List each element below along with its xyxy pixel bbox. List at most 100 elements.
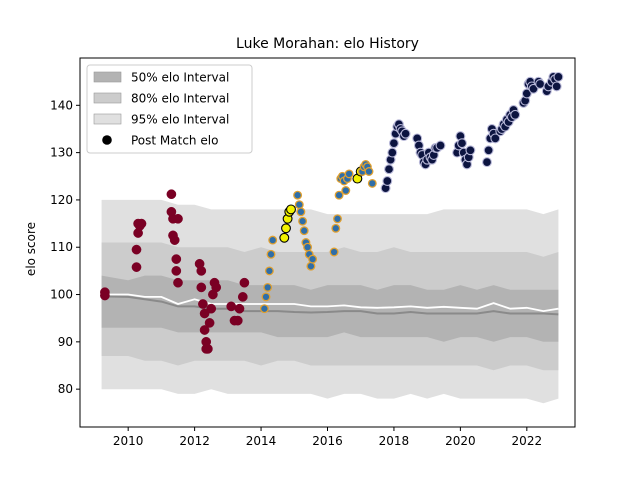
chart-title: Luke Morahan: elo History [236, 36, 419, 52]
data-point [306, 261, 316, 271]
data-point [199, 308, 210, 319]
data-point [211, 282, 222, 293]
data-point [171, 266, 182, 276]
data-point [264, 266, 274, 276]
data-point [261, 292, 271, 302]
data-point [364, 167, 374, 176]
data-point [263, 282, 273, 292]
x-tick-label: 2020 [445, 434, 476, 448]
legend-swatch [93, 71, 122, 83]
y-tick-label: 80 [58, 382, 73, 396]
y-axis: 80 90 100 110 120 130 140 [50, 98, 80, 396]
data-point [226, 301, 237, 312]
data-point [166, 189, 177, 200]
data-point [388, 138, 399, 149]
x-axis: 2010 2012 2014 2016 2018 2020 2022 [113, 427, 542, 448]
series-1 [100, 189, 250, 354]
data-point [169, 235, 180, 245]
data-point [299, 226, 309, 236]
data-point [334, 190, 344, 200]
legend-swatch [93, 92, 122, 104]
data-point [553, 71, 564, 82]
data-point [384, 164, 394, 175]
data-point [173, 277, 183, 288]
x-tick-label: 2016 [312, 434, 343, 448]
data-point [203, 344, 213, 354]
data-point [303, 242, 313, 252]
data-point [239, 277, 250, 288]
interval-lines [101, 293, 559, 316]
series-5 [380, 71, 564, 194]
data-point [490, 133, 501, 144]
data-point [196, 266, 207, 276]
data-point [344, 169, 354, 179]
legend-label: 50% elo Interval [131, 71, 229, 85]
data-point [286, 204, 296, 215]
data-point [100, 290, 110, 301]
data-point [435, 140, 446, 151]
data-point [521, 88, 532, 99]
y-tick-label: 100 [50, 288, 73, 302]
x-tick-label: 2018 [379, 434, 410, 448]
data-point [510, 109, 521, 120]
data-points [100, 71, 564, 354]
data-point [528, 83, 539, 94]
data-point [387, 147, 398, 158]
data-point [131, 262, 142, 272]
y-tick-label: 140 [50, 98, 73, 112]
legend-label: 95% elo Interval [131, 113, 229, 127]
data-point [199, 325, 210, 335]
y-tick-label: 110 [50, 240, 73, 254]
data-point [483, 145, 494, 156]
data-point [196, 282, 207, 293]
data-point [551, 81, 562, 92]
data-point [400, 128, 411, 139]
legend-label: 80% elo Interval [131, 92, 229, 106]
data-point [329, 247, 339, 257]
data-point [308, 254, 318, 264]
data-point [331, 223, 341, 233]
data-point [173, 213, 183, 224]
data-point [204, 318, 215, 328]
data-point [171, 254, 182, 264]
data-point [268, 235, 278, 245]
data-point [482, 157, 492, 168]
data-point [281, 223, 291, 234]
data-point [136, 218, 147, 229]
data-point [232, 315, 243, 326]
data-point [279, 232, 290, 243]
data-point [198, 299, 208, 309]
data-point [367, 178, 377, 188]
legend-label: Post Match elo [131, 134, 218, 148]
median-line [101, 295, 559, 316]
data-point [259, 304, 269, 314]
legend-marker [102, 135, 112, 145]
data-point [333, 214, 342, 224]
legend-box [86, 64, 253, 154]
x-tick-label: 2014 [246, 434, 277, 448]
x-tick-label: 2010 [113, 434, 144, 448]
x-tick-label: 2022 [512, 434, 543, 448]
data-point [465, 145, 476, 156]
data-point [293, 190, 303, 200]
data-point [457, 138, 467, 149]
x-tick-label: 2012 [179, 434, 210, 448]
series-2 [259, 169, 354, 314]
y-axis-label: elo score [24, 222, 38, 276]
data-point [234, 303, 245, 314]
data-point [341, 186, 351, 195]
mean-line [101, 293, 559, 313]
data-point [237, 292, 248, 302]
data-point [131, 244, 142, 255]
series-4 [357, 159, 377, 188]
data-point [266, 249, 276, 259]
y-tick-label: 90 [58, 335, 73, 349]
y-tick-label: 120 [50, 193, 73, 207]
data-point [382, 176, 393, 186]
legend-swatch [93, 113, 122, 125]
data-point [206, 303, 217, 314]
legend: 50% elo Interval 80% elo Interval 95% elo … [86, 64, 253, 154]
data-point [535, 79, 546, 89]
y-tick-label: 130 [50, 146, 73, 160]
